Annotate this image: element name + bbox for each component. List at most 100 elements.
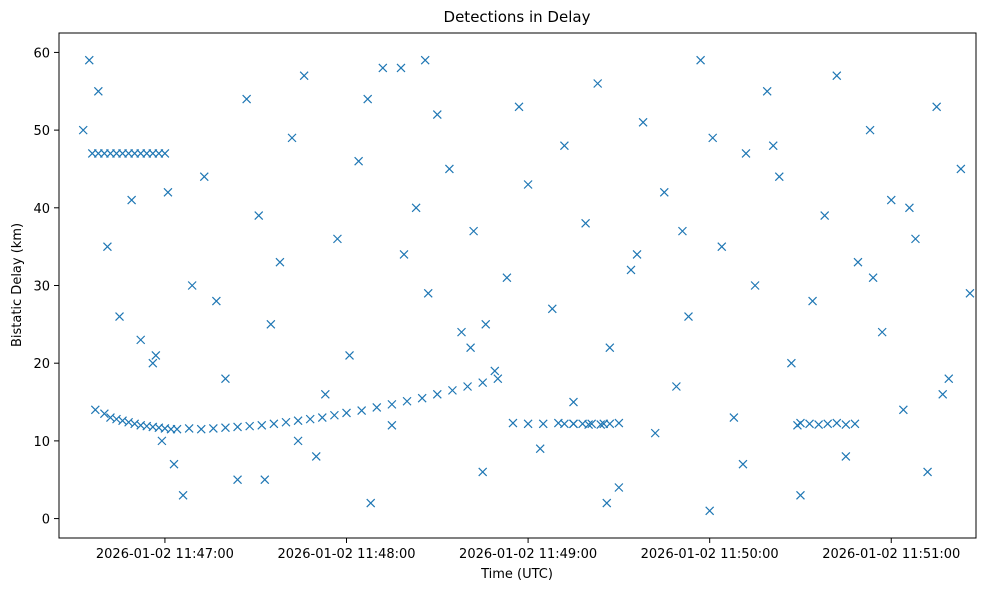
noise-point-74 <box>898 405 908 415</box>
noise-point-86 <box>768 141 778 151</box>
noise-point-78 <box>944 374 954 384</box>
x-tick-label-3: 2026-01-02 11:50:00 <box>641 547 779 562</box>
y-tick-label-3: 30 <box>33 280 50 295</box>
noise-point-40 <box>514 102 524 112</box>
data-point-67 <box>814 420 824 429</box>
noise-point-45 <box>569 397 578 407</box>
noise-point-15 <box>233 475 242 485</box>
noise-point-39 <box>502 273 512 283</box>
noise-point-32 <box>423 288 433 298</box>
noise-point-75 <box>911 234 920 244</box>
data-point-27 <box>342 408 351 418</box>
data-point-35 <box>463 382 472 391</box>
noise-point-10 <box>178 490 188 500</box>
data-point-37 <box>493 374 503 384</box>
noise-point-92 <box>481 319 491 329</box>
noise-point-68 <box>832 71 842 81</box>
data-point-63 <box>596 420 606 429</box>
noise-point-36 <box>469 226 479 236</box>
noise-point-6 <box>136 335 146 345</box>
noise-point-80 <box>965 288 975 298</box>
noise-point-58 <box>717 242 727 252</box>
data-point-66 <box>805 419 814 429</box>
noise-point-52 <box>650 428 660 438</box>
noise-point-37 <box>478 467 488 477</box>
noise-point-38 <box>490 366 500 376</box>
noise-point-90 <box>260 475 270 485</box>
y-tick-label-4: 40 <box>33 202 50 217</box>
noise-point-51 <box>638 117 648 127</box>
x-tick-label-1: 2026-01-02 11:48:00 <box>277 547 415 562</box>
noise-point-73 <box>886 195 896 205</box>
noise-point-82 <box>396 63 406 73</box>
data-point-64 <box>605 419 615 429</box>
noise-point-12 <box>199 172 209 182</box>
data-point-31 <box>402 396 412 406</box>
noise-point-83 <box>466 343 476 353</box>
noise-point-81 <box>293 436 303 446</box>
data-point-26 <box>329 410 339 420</box>
noise-point-5 <box>127 195 137 205</box>
data-point-19 <box>245 421 255 431</box>
noise-point-61 <box>750 281 760 290</box>
noise-point-13 <box>211 296 221 306</box>
noise-point-63 <box>774 172 784 182</box>
noise-point-70 <box>853 257 863 267</box>
noise-point-46 <box>581 218 591 228</box>
noise-point-99 <box>738 459 748 469</box>
data-point-29 <box>372 403 382 412</box>
data-point-32 <box>417 393 427 403</box>
chart-title: Detections in Delay <box>444 8 591 26</box>
noise-point-19 <box>275 257 285 267</box>
noise-point-91 <box>363 94 373 104</box>
y-tick-label-6: 60 <box>33 46 50 61</box>
data-point-68 <box>823 419 833 429</box>
noise-point-66 <box>808 296 817 306</box>
data-point-39 <box>523 419 533 429</box>
data-point-23 <box>293 416 303 426</box>
x-tick-label-4: 2026-01-02 11:51:00 <box>822 547 960 562</box>
noise-point-21 <box>299 71 309 81</box>
noise-point-18 <box>266 319 276 329</box>
data-point-38 <box>508 418 518 428</box>
data-point-69 <box>832 418 842 428</box>
noise-point-76 <box>923 467 933 477</box>
data-point-13 <box>172 424 182 434</box>
noise-point-87 <box>868 273 878 283</box>
noise-point-3 <box>102 242 112 252</box>
data-point-33 <box>432 389 442 399</box>
data-point-16 <box>208 424 218 433</box>
noise-point-8 <box>157 436 167 446</box>
noise-point-71 <box>865 125 875 135</box>
noise-point-49 <box>614 483 624 492</box>
noise-point-50 <box>626 265 636 275</box>
noise-point-62 <box>762 86 772 96</box>
y-axis-label: Bistatic Delay (km) <box>10 223 25 347</box>
noise-point-77 <box>932 102 942 112</box>
noise-point-1 <box>84 55 94 65</box>
noise-point-84 <box>602 498 612 508</box>
noise-point-4 <box>115 312 124 322</box>
x-tick-label-2: 2026-01-02 11:49:00 <box>459 547 597 562</box>
noise-point-27 <box>366 498 376 508</box>
noise-point-56 <box>696 55 706 65</box>
data-points <box>78 55 975 516</box>
noise-point-23 <box>320 389 330 399</box>
data-point-20 <box>257 420 267 430</box>
y-tick-label-5: 50 <box>33 124 50 139</box>
noise-point-34 <box>444 164 454 174</box>
y-tick-label-2: 20 <box>33 357 50 372</box>
noise-point-28 <box>378 63 388 73</box>
noise-point-57 <box>705 506 715 516</box>
noise-point-7 <box>148 358 158 368</box>
noise-point-33 <box>432 110 442 120</box>
y-tick-label-1: 10 <box>33 435 50 450</box>
data-point-34 <box>448 385 457 395</box>
noise-point-43 <box>547 304 557 314</box>
noise-point-16 <box>242 94 252 104</box>
noise-point-41 <box>523 180 533 189</box>
noise-point-55 <box>684 312 693 322</box>
noise-point-60 <box>741 148 751 158</box>
